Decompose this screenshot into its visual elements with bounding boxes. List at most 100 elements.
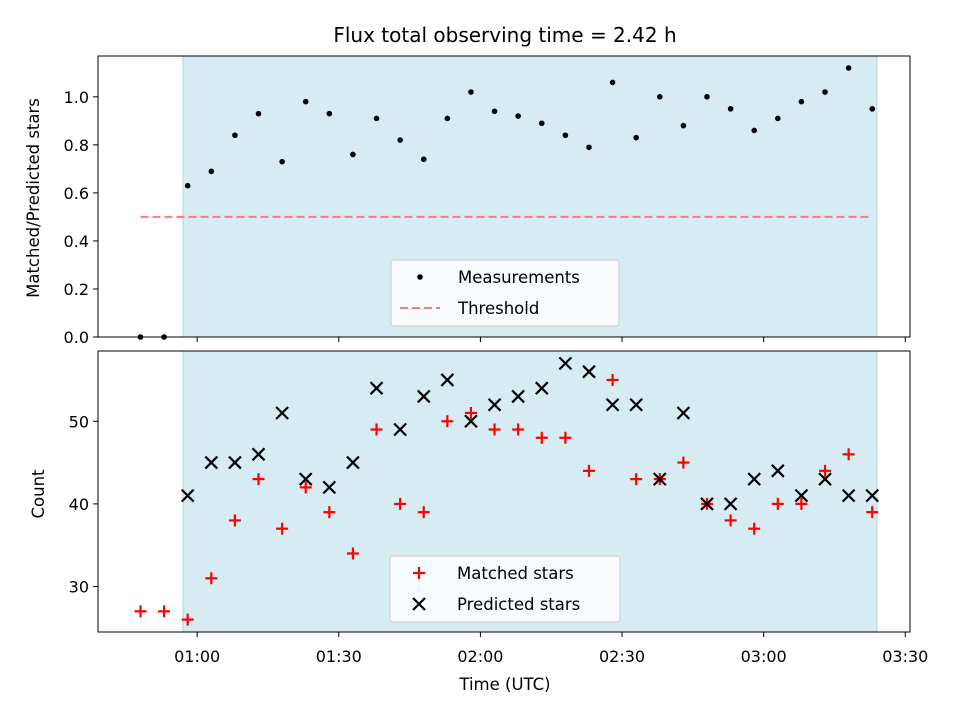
matched-star-point bbox=[677, 456, 690, 469]
bottom-y-ticks: 30 40 50 bbox=[69, 412, 98, 597]
matched-star-point bbox=[276, 522, 289, 535]
measurement-point bbox=[232, 132, 238, 139]
predicted-star-point bbox=[676, 406, 691, 420]
legend-threshold-label: Threshold bbox=[457, 299, 539, 318]
bottom-legend-box bbox=[389, 555, 621, 623]
measurement-point bbox=[515, 113, 521, 119]
predicted-star-point bbox=[322, 480, 337, 495]
matched-star-point bbox=[606, 373, 619, 386]
predicted-star-point bbox=[558, 356, 573, 371]
matched-star-point bbox=[370, 423, 383, 436]
measurement-point bbox=[208, 168, 215, 175]
matched-star-point bbox=[441, 415, 454, 428]
matched-star-point bbox=[417, 506, 430, 519]
measurement-point bbox=[302, 98, 309, 105]
measurement-point bbox=[727, 106, 734, 112]
legend-matched-label: Matched stars bbox=[457, 564, 574, 583]
x-axis-label: Time (UTC) bbox=[458, 675, 550, 694]
predicted-star-point bbox=[771, 464, 785, 478]
predicted-star-point bbox=[700, 497, 714, 511]
matched-star-point bbox=[559, 431, 572, 444]
top-y-ticks: 0.0 0.2 0.4 0.6 0.8 1.0 bbox=[64, 88, 98, 347]
matched-star-point bbox=[346, 547, 359, 560]
top-panel: 0.0 0.2 0.4 0.6 0.8 1.0 Matched/Predicted sta… bbox=[24, 55, 911, 347]
matched-star-point bbox=[535, 431, 548, 444]
measurement-point bbox=[633, 134, 639, 141]
predicted-star-point bbox=[534, 381, 549, 395]
measurement-point bbox=[350, 151, 356, 158]
measurement-point bbox=[255, 110, 262, 117]
predicted-star-point bbox=[251, 447, 266, 462]
top-axes-frame bbox=[97, 55, 911, 338]
matched-star-point bbox=[866, 506, 879, 519]
predicted-star-point bbox=[440, 373, 455, 387]
measurement-point bbox=[420, 156, 427, 163]
measurement-point bbox=[798, 98, 805, 105]
legend-matched-marker bbox=[413, 567, 425, 579]
measurement-point bbox=[680, 122, 687, 129]
measurement-point bbox=[373, 115, 380, 122]
measurement-point bbox=[538, 120, 545, 127]
predicted-star-point bbox=[228, 455, 242, 470]
bottom-y-axis-label: Count bbox=[29, 469, 48, 519]
legend-predicted-marker bbox=[412, 597, 426, 611]
y-tick-label: 0.0 bbox=[64, 328, 89, 347]
y-tick-label: 0.6 bbox=[64, 184, 89, 203]
legend-measurements-marker bbox=[417, 274, 423, 280]
predicted-star-point bbox=[487, 397, 502, 412]
matched-star-point bbox=[252, 473, 265, 486]
predicted-star-point bbox=[464, 414, 478, 429]
measurement-point bbox=[845, 65, 852, 71]
matched-star-point bbox=[323, 506, 336, 519]
matched-star-point bbox=[724, 514, 737, 527]
x-tick-label: 01:30 bbox=[316, 647, 362, 666]
measurement-point bbox=[444, 115, 451, 122]
y-tick-label: 50 bbox=[69, 412, 89, 431]
top-x-ticks bbox=[196, 337, 906, 342]
y-tick-label: 1.0 bbox=[64, 88, 89, 107]
predicted-star-point bbox=[865, 488, 880, 503]
matched-star-point bbox=[630, 473, 643, 486]
matched-star-point bbox=[205, 572, 218, 585]
predicted-star-point bbox=[204, 455, 219, 470]
matched-star-point bbox=[748, 522, 761, 535]
matched-star-point bbox=[134, 605, 147, 618]
bottom-x-ticks: 01:00 01:30 02:00 02:30 03:00 03:30 bbox=[174, 632, 928, 666]
measurement-point bbox=[704, 94, 710, 100]
matched-star-point bbox=[394, 497, 407, 510]
x-tick-label: 02:00 bbox=[457, 647, 503, 666]
predicted-star-point bbox=[629, 397, 643, 412]
x-tick-label: 01:00 bbox=[174, 647, 220, 666]
predicted-star-point bbox=[416, 389, 431, 404]
y-tick-label: 0.8 bbox=[64, 136, 89, 155]
matched-star-point bbox=[795, 497, 808, 510]
measurement-point bbox=[491, 108, 498, 115]
x-tick-label: 03:00 bbox=[741, 647, 787, 666]
y-tick-label: 40 bbox=[69, 495, 89, 514]
matched-star-point bbox=[819, 464, 832, 477]
legend-predicted-label: Predicted stars bbox=[457, 595, 580, 614]
predicted-star-point bbox=[582, 364, 596, 379]
predicted-star-point bbox=[511, 389, 525, 404]
predicted-star-point bbox=[393, 422, 407, 437]
measurement-point bbox=[751, 127, 758, 134]
predicted-star-point bbox=[369, 381, 384, 395]
matched-star-point bbox=[842, 448, 855, 461]
matched-star-point bbox=[228, 514, 241, 527]
matched-star-point bbox=[181, 613, 194, 626]
measurement-point bbox=[869, 106, 876, 112]
predicted-star-point bbox=[180, 488, 195, 503]
y-tick-label: 0.2 bbox=[64, 280, 89, 299]
predicted-star-point bbox=[841, 488, 856, 503]
predicted-stars-points bbox=[180, 356, 880, 511]
measurement-point bbox=[184, 182, 191, 189]
predicted-star-point bbox=[794, 488, 809, 503]
predicted-star-point bbox=[275, 406, 289, 420]
matched-stars-points bbox=[134, 373, 879, 626]
bottom-legend: Matched stars Predicted stars bbox=[389, 555, 621, 623]
matched-star-point bbox=[299, 481, 312, 494]
legend-measurements-label: Measurements bbox=[458, 268, 580, 287]
matched-star-point bbox=[488, 423, 501, 436]
bottom-axes-frame bbox=[97, 350, 911, 633]
